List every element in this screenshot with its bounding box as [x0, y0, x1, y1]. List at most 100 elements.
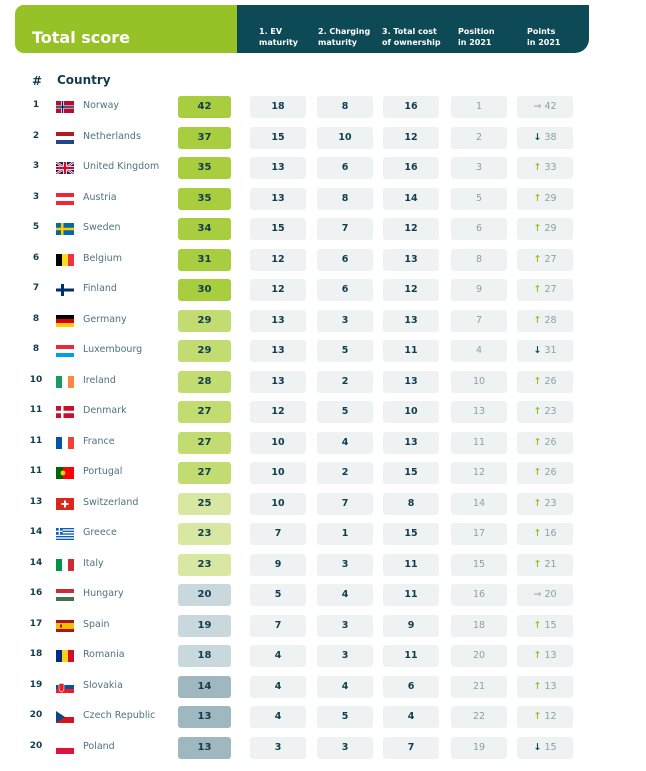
rank-cell: 18 [29, 649, 43, 659]
total-cost-cell: 15 [383, 523, 439, 545]
rank-cell: 11 [29, 405, 43, 415]
position-2021-cell: 11 [451, 431, 507, 454]
charging-maturity-cell: 3 [317, 309, 373, 332]
charging-maturity-cell: 4 [317, 431, 373, 454]
arrow-up-icon: ↑ [533, 253, 542, 265]
flag-belgium-icon [56, 253, 74, 266]
total-cost-cell: 12 [383, 126, 439, 149]
position-2021-cell: 5 [451, 187, 507, 210]
country-name: Finland [83, 283, 117, 294]
table-row: 14 Greece 23 7 1 15 17 ↑ 16 [0, 523, 646, 545]
total-score-cell: 27 [178, 401, 231, 423]
arrow-up-icon: ↑ [533, 162, 542, 173]
rank-cell: 13 [29, 496, 43, 507]
total-score-cell: 29 [178, 340, 231, 362]
points-2021-cell: ↑ 28 [517, 309, 573, 332]
points-2021-value: 42 [544, 101, 557, 112]
charging-maturity-cell: 5 [317, 401, 373, 423]
table-row: 20 Poland 13 3 3 7 19 ↓ 15 [0, 736, 646, 759]
points-2021-cell: ↑ 16 [517, 523, 573, 545]
ev-maturity-cell: 12 [250, 401, 306, 423]
points-2021-cell: → 42 [517, 96, 573, 118]
ev-maturity-cell: 13 [250, 157, 306, 179]
ev-maturity-cell: 7 [250, 523, 306, 545]
position-2021-cell: 16 [451, 584, 507, 606]
table-header: Total score 1. EV maturity 2. Charging m… [15, 5, 589, 53]
table-row: 10 Ireland 28 13 2 13 10 ↑ 26 [0, 370, 646, 393]
rank-cell: 8 [32, 344, 40, 354]
position-2021-cell: 22 [451, 706, 507, 728]
rank-cell: 2 [32, 130, 40, 141]
arrow-right-icon: → [533, 589, 542, 600]
points-2021-cell: ↑ 26 [517, 431, 573, 454]
rank-cell: 6 [32, 252, 40, 263]
table-row: 8 Germany 29 13 3 13 7 ↑ 28 [0, 309, 646, 332]
country-name: Hungary [83, 588, 124, 599]
rank-cell: 5 [32, 222, 40, 232]
arrow-up-icon: ↑ [533, 467, 542, 478]
points-2021-cell: ↑ 33 [517, 157, 573, 179]
total-score-cell: 14 [178, 675, 231, 698]
flag-finland-icon [56, 284, 74, 296]
points-2021-value: 26 [544, 436, 557, 448]
ev-maturity-cell: 13 [250, 340, 306, 362]
table-row: 5 Sweden 34 15 7 12 6 ↑ 29 [0, 218, 646, 240]
position-2021-cell: 12 [451, 462, 507, 484]
points-2021-value: 33 [544, 162, 557, 173]
total-cost-cell: 16 [383, 96, 439, 118]
points-2021-value: 23 [544, 406, 557, 417]
rank-cell: 11 [29, 435, 43, 446]
charging-maturity-cell: 8 [317, 96, 373, 118]
charging-maturity-cell: 2 [317, 370, 373, 393]
arrow-up-icon: ↑ [533, 558, 542, 570]
points-2021-cell: ↑ 15 [517, 614, 573, 637]
ev-maturity-cell: 13 [250, 187, 306, 210]
country-name: Italy [83, 557, 104, 569]
total-score-cell: 35 [178, 157, 231, 179]
total-score-cell: 28 [178, 370, 231, 393]
charging-maturity-cell: 3 [317, 553, 373, 576]
rank-header: # [32, 74, 43, 88]
arrow-up-icon: ↑ [533, 497, 542, 509]
table-row: 3 United Kingdom 35 13 6 16 3 ↑ 33 [0, 157, 646, 179]
charging-maturity-cell: 7 [317, 218, 373, 240]
rank-cell: 17 [29, 618, 43, 629]
total-score-cell: 20 [178, 584, 231, 606]
points-2021-value: 29 [544, 192, 557, 204]
table-row: 3 Austria 35 13 8 14 5 ↑ 29 [0, 187, 646, 210]
points-2021-cell: ↑ 29 [517, 187, 573, 210]
position-2021-cell: 10 [451, 370, 507, 393]
total-score-header: Total score [15, 5, 237, 53]
table-row: 2 Netherlands 37 15 10 12 2 ↓ 38 [0, 126, 646, 149]
points-2021-header: Points in 2021 [527, 27, 561, 47]
total-score-cell: 29 [178, 309, 231, 332]
points-2021-value: 13 [544, 680, 557, 692]
points-2021-value: 27 [544, 253, 557, 265]
flag-portugal-icon [56, 467, 74, 479]
rank-cell: 16 [29, 588, 43, 598]
country-name: Czech Republic [83, 710, 156, 721]
ev-maturity-cell: 12 [250, 248, 306, 271]
total-score-cell: 25 [178, 492, 231, 515]
total-score-cell: 37 [178, 126, 231, 149]
total-cost-cell: 9 [383, 614, 439, 637]
ev-maturity-header: 1. EV maturity [259, 27, 298, 47]
total-cost-cell: 12 [383, 279, 439, 301]
position-2021-cell: 13 [451, 401, 507, 423]
charging-maturity-cell: 1 [317, 523, 373, 545]
points-2021-value: 27 [544, 284, 557, 295]
flag-luxembourg-icon [56, 345, 74, 357]
position-2021-cell: 9 [451, 279, 507, 301]
position-2021-cell: 6 [451, 218, 507, 240]
position-2021-cell: 20 [451, 645, 507, 667]
arrow-down-icon: ↓ [533, 741, 542, 753]
points-2021-cell: ↓ 31 [517, 340, 573, 362]
flag-ireland-icon [56, 375, 74, 388]
points-2021-cell: ↑ 26 [517, 370, 573, 393]
country-name: Portugal [83, 466, 123, 477]
points-2021-value: 26 [544, 375, 557, 387]
country-name: Romania [83, 649, 125, 660]
table-row: 6 Belgium 31 12 6 13 8 ↑ 27 [0, 248, 646, 271]
points-2021-cell: ↑ 13 [517, 675, 573, 698]
table-row: 8 Luxembourg 29 13 5 11 4 ↓ 31 [0, 340, 646, 362]
